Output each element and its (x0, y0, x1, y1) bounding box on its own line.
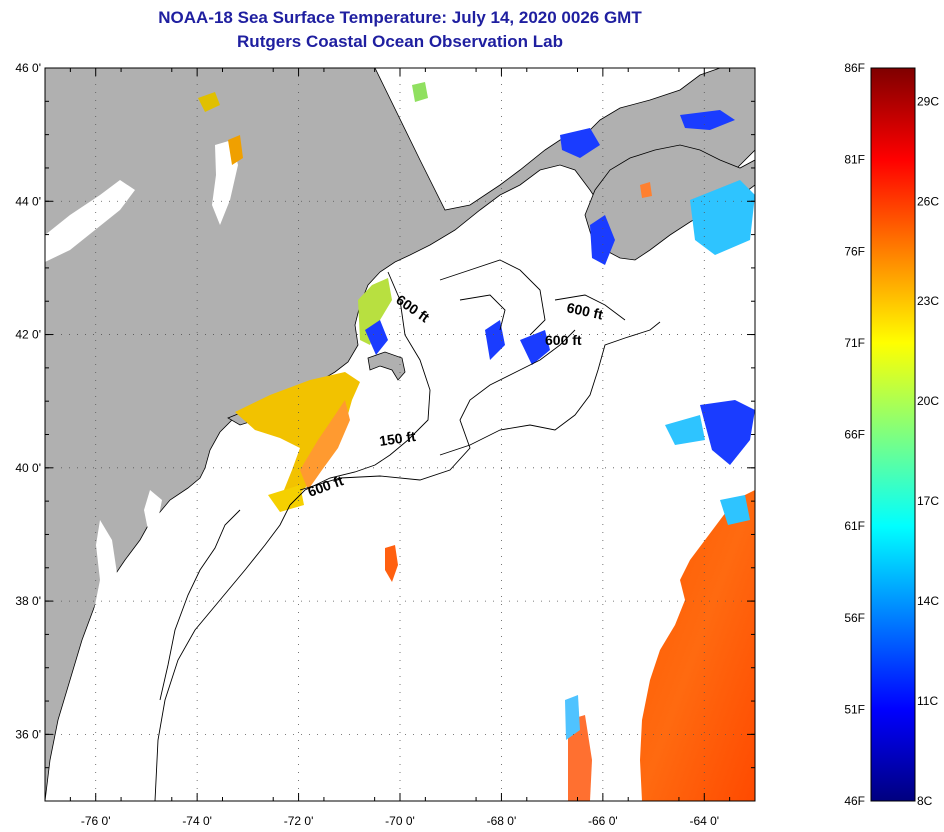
longitude-label: -74 0' (182, 814, 212, 828)
sst-warm-strip (568, 715, 592, 801)
longitude-label: -68 0' (487, 814, 517, 828)
longitude-label: -64 0' (689, 814, 719, 828)
sst-shelf-orange (300, 400, 350, 490)
longitude-label: -76 0' (81, 814, 111, 828)
latitude-label: 40 0' (15, 461, 41, 475)
land-mainland (45, 68, 755, 801)
longitude-labels: -76 0' -74 0' -72 0' -70 0' -68 0' -66 0' -64 … (81, 814, 719, 828)
sst-cool-strip (565, 695, 580, 740)
sst-shelf-warm (235, 372, 360, 505)
bay (70, 520, 118, 740)
axis-ticks (45, 67, 755, 801)
lake (45, 180, 135, 262)
longitude-label: -72 0' (284, 814, 314, 828)
bathymetry-contours (154, 259, 661, 801)
contour-label: 600 ft (565, 299, 604, 322)
sst-warm-patch (385, 545, 398, 582)
latitude-label: 42 0' (15, 328, 41, 342)
sst-cold-patches (365, 110, 755, 465)
latitude-label: 38 0' (15, 594, 41, 608)
sst-gulf-stream (640, 490, 755, 801)
sst-mild-patches (665, 180, 755, 525)
land-cape-cod (367, 351, 406, 381)
contour-label: 600 ft (545, 332, 582, 348)
latitude-label: 46 0' (15, 61, 41, 75)
land-nova-scotia (584, 144, 755, 261)
sst-small-patches (198, 82, 652, 512)
sst-gulf-maine-edge (358, 278, 392, 345)
latitude-label: 36 0' (15, 727, 41, 741)
latitude-label: 44 0' (15, 194, 41, 208)
chart-title: NOAA-18 Sea Surface Temperature: July 14… (158, 8, 642, 27)
latitude-labels: 46 0' 44 0' 42 0' 40 0' 38 0' 36 0' (15, 61, 41, 741)
longitude-label: -66 0' (588, 814, 618, 828)
longitude-label: -70 0' (385, 814, 415, 828)
chart-subtitle: Rutgers Coastal Ocean Observation Lab (237, 32, 563, 51)
bay (144, 490, 162, 530)
contour-label: 150 ft (378, 428, 417, 449)
